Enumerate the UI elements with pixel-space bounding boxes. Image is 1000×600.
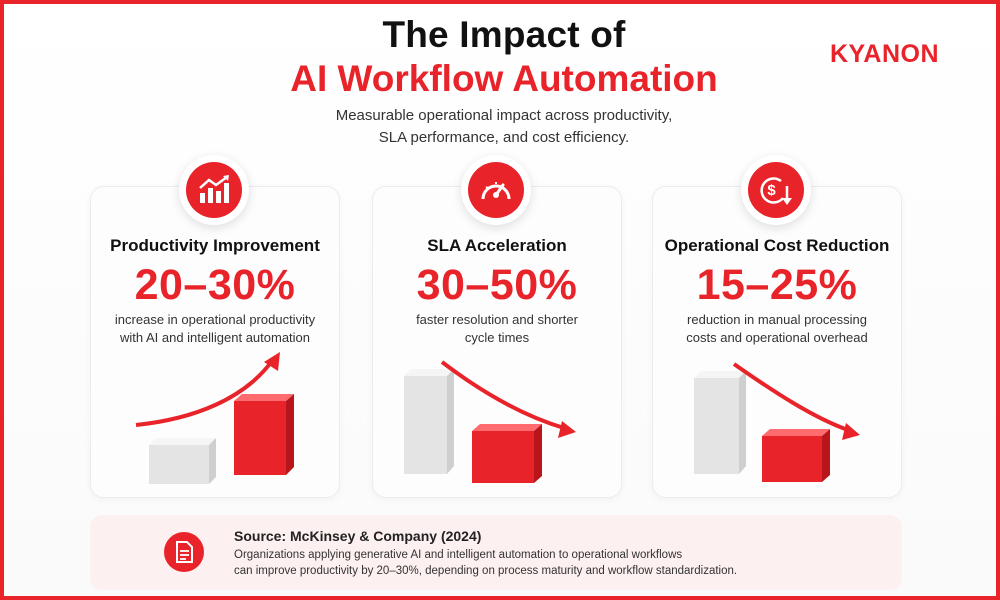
source-text: Organizations applying generative AI and…	[234, 547, 884, 579]
decline-bars-graphic-sla	[404, 360, 576, 483]
growth-bars-graphic	[135, 352, 294, 484]
subtitle-line-2: SLA performance, and cost efficiency.	[378, 129, 630, 146]
card-value-sla: 30–50%	[416, 261, 578, 309]
decline-bars-graphic-cost	[694, 362, 860, 482]
card-desc-line-1: faster resolution and shorter	[416, 312, 578, 327]
speedometer-icon	[461, 155, 531, 225]
document-icon	[164, 532, 204, 572]
card-title-cost: Operational Cost Reduction	[664, 236, 890, 255]
source-text-line-1: Organizations applying generative AI and…	[234, 549, 683, 561]
card-desc-line-1: reduction in manual processing	[687, 312, 867, 327]
page-title: The Impact of	[382, 14, 626, 55]
subtitle-line-1: Measurable operational impact across pro…	[335, 107, 673, 124]
card-value-productivity: 20–30%	[134, 261, 296, 309]
card-desc-line-2: with AI and intelligent automation	[119, 330, 311, 345]
trending-up-chart-icon	[179, 155, 249, 225]
card-desc-line-2: cycle times	[464, 330, 530, 345]
source-callout: Source: McKinsey & Company (2024) Organi…	[90, 515, 902, 590]
card-title-sla: SLA Acceleration	[427, 236, 567, 255]
svg-text:$: $	[767, 182, 776, 199]
card-desc-productivity: increase in operational productivity wit…	[85, 311, 345, 347]
card-desc-cost: reduction in manual processing costs and…	[647, 311, 907, 347]
card-desc-line-1: increase in operational productivity	[114, 312, 316, 327]
source-title: Source: McKinsey & Company (2024)	[234, 528, 482, 544]
card-desc-sla: faster resolution and shorter cycle time…	[367, 311, 627, 347]
dollar-down-icon: $	[741, 155, 811, 225]
card-title-productivity: Productivity Improvement	[110, 236, 320, 255]
page-subtitle: Measurable operational impact across pro…	[254, 105, 754, 149]
page-title-highlight: AI Workflow Automation	[290, 58, 718, 99]
source-text-line-2: can improve productivity by 20–30%, depe…	[234, 565, 738, 577]
kyanon-logo: KYANON	[830, 40, 940, 68]
card-value-cost: 15–25%	[696, 261, 858, 309]
card-desc-line-2: costs and operational overhead	[686, 330, 868, 345]
